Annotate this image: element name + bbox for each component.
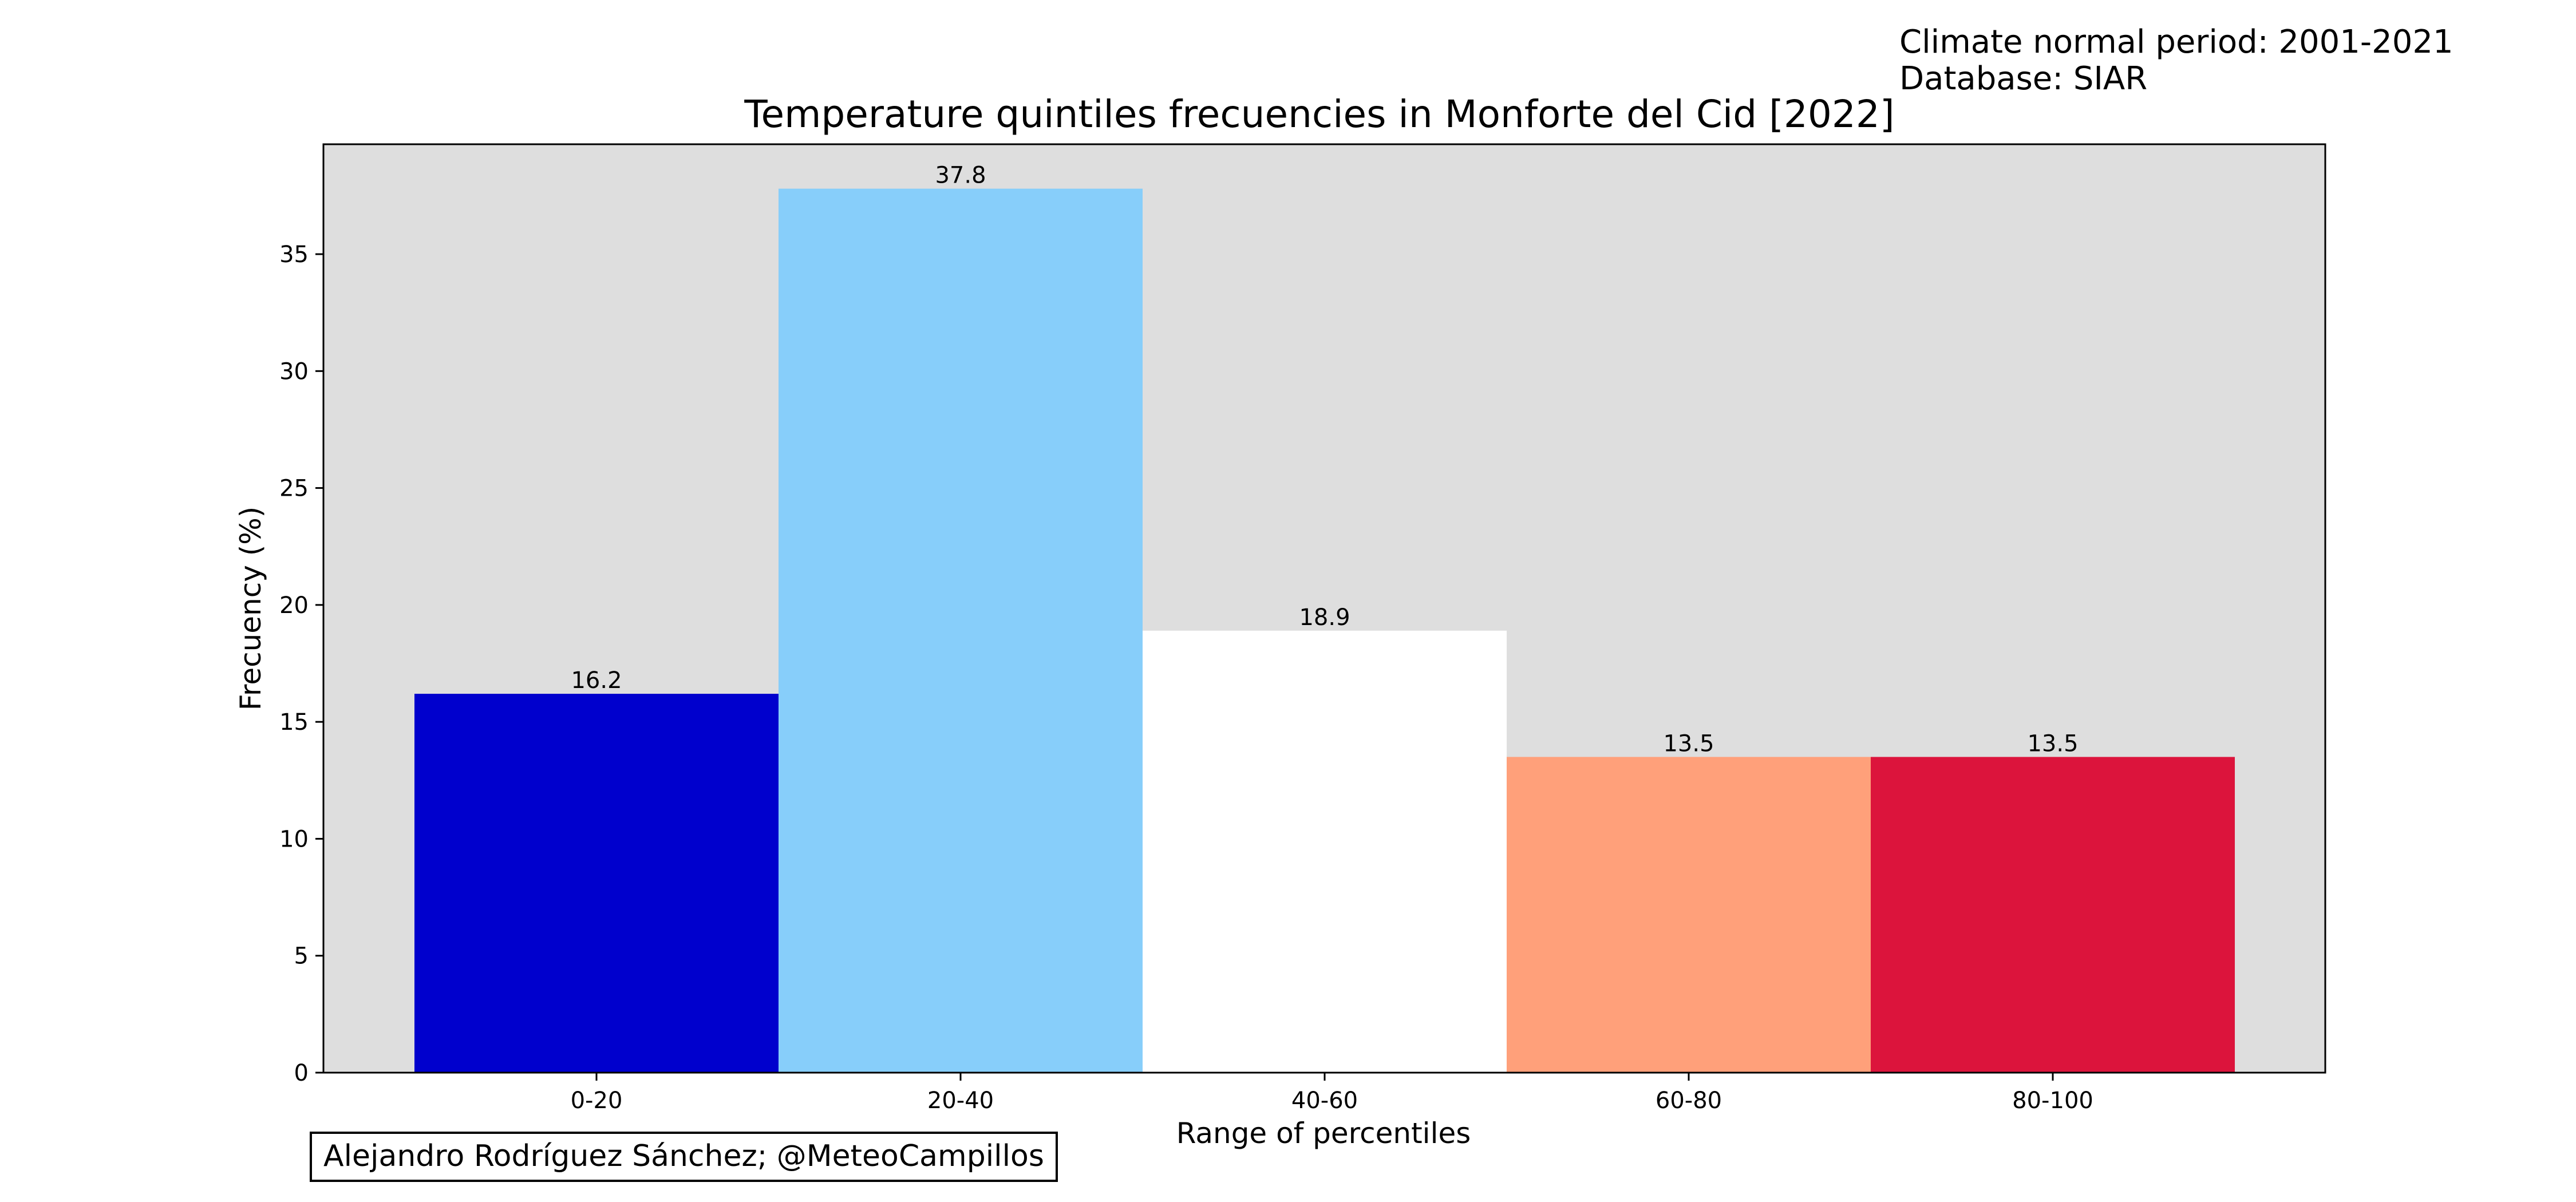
y-tick-label-5: 5 [294, 943, 309, 970]
x-axis: 0-20 20-40 40-60 60-80 80-100 [571, 1073, 2093, 1114]
bars-group [414, 188, 2235, 1073]
credit-box: Alejandro Rodríguez Sánchez; @MeteoCampi… [310, 1132, 1058, 1182]
data-label-20-40: 37.8 [935, 163, 986, 189]
y-tick-label-10: 10 [279, 826, 309, 852]
bar-0-20 [414, 694, 779, 1073]
x-tick-label-60-80: 60-80 [1656, 1088, 1722, 1114]
y-axis: 0 5 10 15 20 25 30 35 [279, 242, 323, 1086]
x-tick-label-20-40: 20-40 [927, 1088, 994, 1114]
x-tick-label-0-20: 0-20 [571, 1088, 623, 1114]
data-label-80-100: 13.5 [2027, 730, 2078, 757]
climate-normal-period-text: Climate normal period: 2001-2021 [1899, 23, 2453, 61]
x-tick-label-40-60: 40-60 [1291, 1088, 1358, 1114]
bar-60-80 [1507, 757, 1871, 1073]
y-tick-label-20: 20 [279, 592, 309, 619]
y-tick-label-0: 0 [294, 1060, 309, 1086]
bar-20-40 [779, 188, 1143, 1073]
y-tick-label-35: 35 [279, 242, 309, 268]
bar-80-100 [1871, 757, 2235, 1073]
chart-title: Temperature quintiles frecuencies in Mon… [744, 92, 1894, 136]
y-axis-label: Frecuency (%) [234, 507, 267, 710]
y-tick-label-30: 30 [279, 358, 309, 385]
y-tick-label-15: 15 [279, 709, 309, 736]
x-tick-label-80-100: 80-100 [2012, 1088, 2093, 1114]
data-label-40-60: 18.9 [1299, 604, 1350, 631]
data-label-0-20: 16.2 [571, 667, 622, 694]
y-tick-label-25: 25 [279, 476, 309, 502]
x-axis-label: Range of percentiles [1176, 1117, 1471, 1150]
bar-40-60 [1143, 630, 1507, 1073]
data-label-60-80: 13.5 [1663, 730, 1714, 757]
credit-text: Alejandro Rodríguez Sánchez; @MeteoCampi… [323, 1139, 1044, 1173]
data-labels-group: 16.2 37.8 18.9 13.5 13.5 [571, 163, 2078, 757]
database-text: Database: SIAR [1899, 60, 2148, 97]
